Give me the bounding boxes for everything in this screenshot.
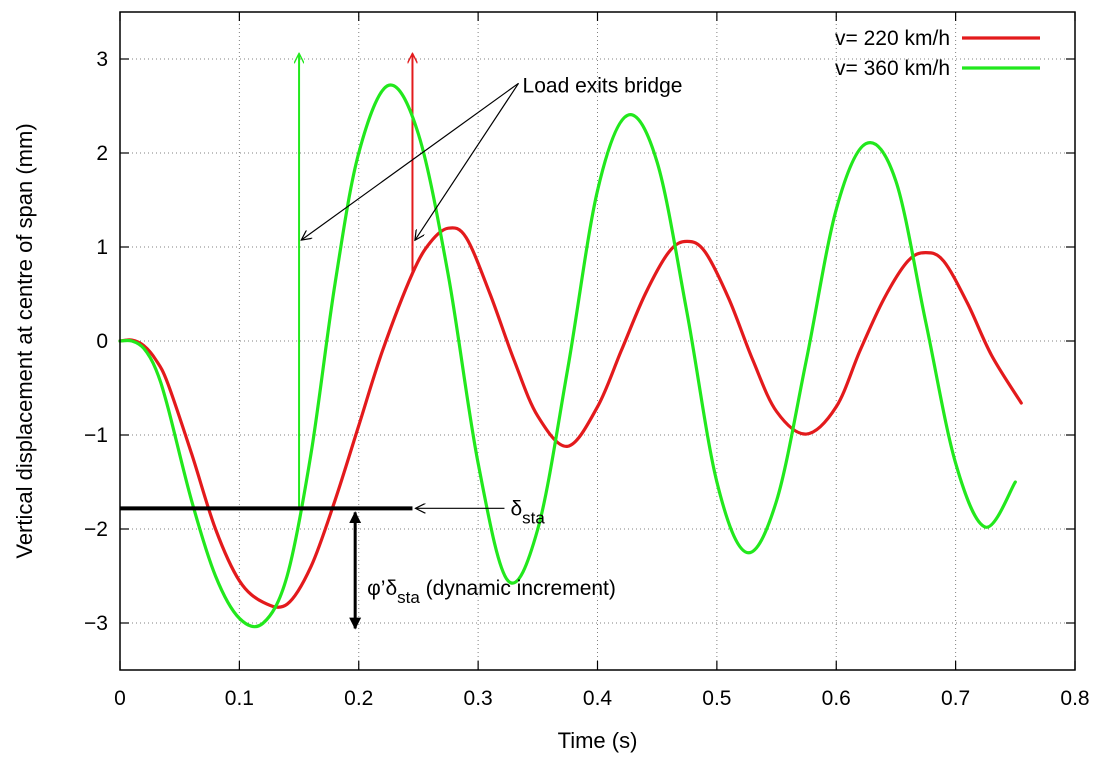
plot-frame — [119, 11, 1076, 671]
y-tick-label: 0 — [96, 330, 108, 353]
x-tick-label: 0.7 — [941, 687, 970, 710]
x-tick-label: 0 — [114, 687, 126, 710]
exit-annotation-pointer-1 — [302, 82, 519, 239]
grid — [120, 12, 1075, 670]
y-tick-label: −1 — [84, 424, 108, 447]
exit-markers — [299, 54, 412, 509]
tick-labels: 0 0.1 0.2 0.3 0.4 0.5 0.6 0.7 0.8 −3 −2 −1 0 1 2 3 — [84, 48, 1090, 710]
static-level-label: δsta — [510, 497, 545, 527]
series-line-1 — [118, 226, 1023, 609]
dynamic-increment-suffix: (dynamic increment) — [420, 577, 616, 600]
x-axis-label: Time (s) — [558, 728, 638, 753]
x-tick-label: 0.4 — [583, 687, 613, 710]
x-tick-label: 0.3 — [464, 687, 493, 710]
y-tick-label: −2 — [84, 518, 108, 541]
legend-label-2: v= 360 km/h — [835, 57, 950, 80]
y-tick-label: 2 — [96, 142, 108, 165]
dynamic-increment-label: φ’δsta (dynamic increment) — [367, 577, 616, 607]
series-group — [118, 83, 1023, 629]
x-tick-label: 0.6 — [822, 687, 851, 710]
x-tick-label: 0.2 — [344, 687, 373, 710]
exit-annotation-label: Load exits bridge — [523, 74, 683, 97]
y-axis-label: Vertical displacement at centre of span … — [12, 123, 37, 558]
y-tick-label: 1 — [96, 236, 108, 259]
y-tick-label: 3 — [96, 48, 108, 71]
static-level-symbol: δ — [510, 497, 522, 520]
dynamic-increment-symbol: φ’δ — [367, 577, 397, 600]
legend: v= 220 km/h v= 360 km/h — [835, 27, 1040, 80]
y-tick-label: −3 — [84, 612, 108, 635]
x-tick-label: 0.1 — [225, 687, 254, 710]
static-level-subscript: sta — [522, 508, 545, 527]
x-tick-label: 0.5 — [702, 687, 731, 710]
x-tick-label: 0.8 — [1060, 687, 1089, 710]
exit-annotation-pointer-2 — [415, 82, 520, 239]
dynamic-increment-subscript: sta — [397, 588, 420, 607]
static-level: δsta — [120, 497, 545, 527]
dynamic-increment: φ’δsta (dynamic increment) — [349, 511, 616, 630]
exit-annotation: Load exits bridge — [302, 74, 682, 239]
legend-label-1: v= 220 km/h — [835, 27, 950, 50]
series-line-2 — [118, 83, 1017, 629]
